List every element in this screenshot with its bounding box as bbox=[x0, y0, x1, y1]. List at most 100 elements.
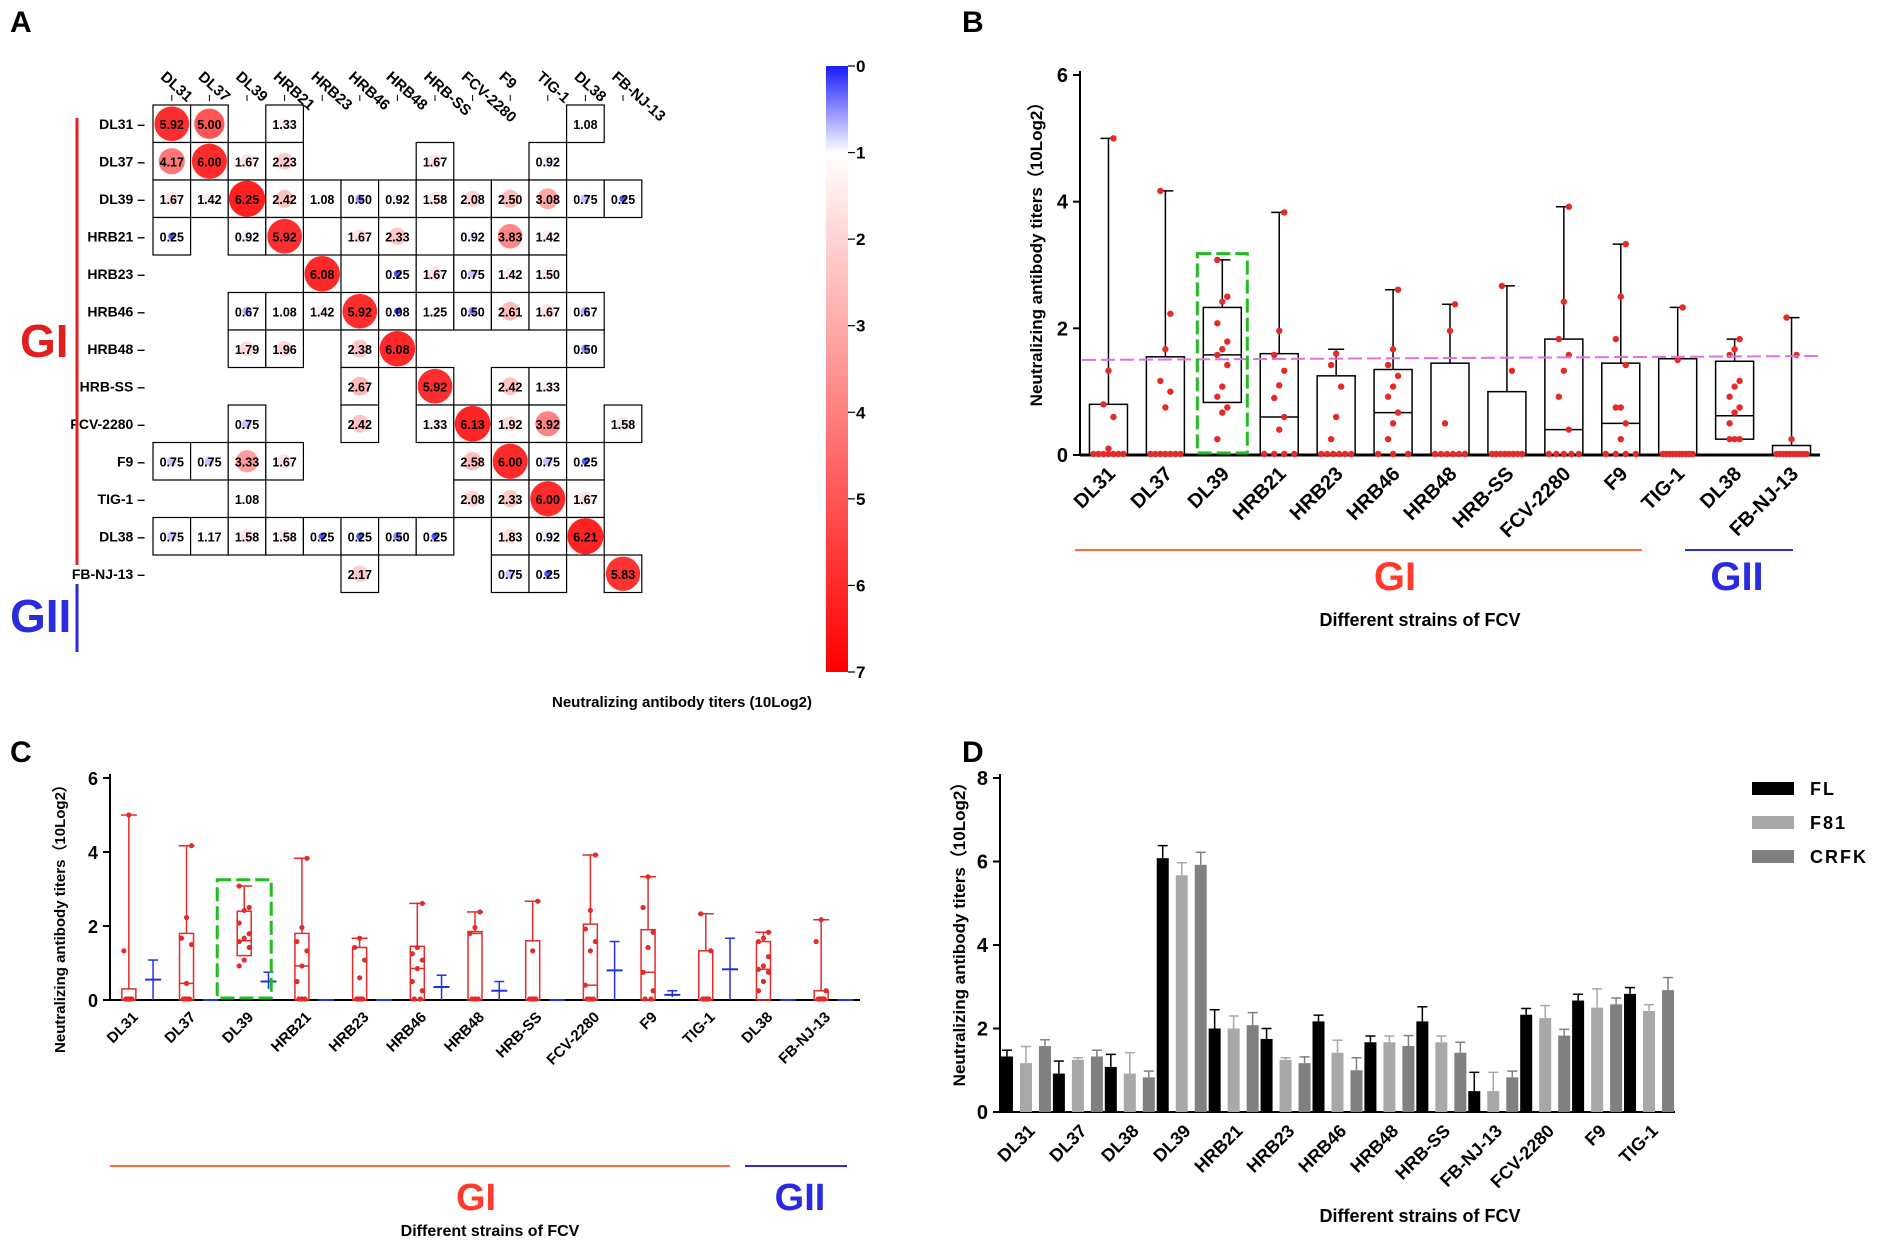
c-gii-label: GII bbox=[775, 1177, 826, 1219]
data-point bbox=[1110, 413, 1117, 421]
data-point bbox=[1100, 450, 1107, 458]
heatmap-circle bbox=[544, 570, 552, 578]
y-tick-label: 0 bbox=[977, 1102, 988, 1124]
heatmap-circle bbox=[342, 293, 378, 329]
heatmap-colorbar: 0 1 2 3 4 5 6 7 bbox=[826, 57, 866, 682]
heatmap-value: 1.08 bbox=[573, 118, 597, 132]
data-point bbox=[1167, 450, 1174, 458]
row-label-f9: F9 – bbox=[117, 453, 145, 469]
panel-label-b: B bbox=[962, 6, 984, 39]
data-point bbox=[1219, 346, 1226, 353]
heatmap-circle bbox=[355, 194, 365, 203]
data-point bbox=[1337, 383, 1345, 390]
y-tick-label: 4 bbox=[88, 843, 98, 863]
col-label-hrb46: HRB46 bbox=[345, 68, 393, 114]
row-label-hrb23: HRB23 – bbox=[87, 266, 145, 282]
box bbox=[582, 923, 599, 1001]
heatmap-circle bbox=[191, 143, 227, 179]
x-tick-label-hrb46: HRB46 bbox=[383, 1009, 430, 1056]
legend-swatch-fl bbox=[1752, 782, 1794, 795]
heatmap-value: 1.08 bbox=[235, 493, 259, 507]
data-point bbox=[1172, 450, 1179, 458]
heatmap-circle bbox=[542, 456, 553, 467]
data-point bbox=[1622, 450, 1629, 458]
data-point bbox=[409, 951, 415, 957]
y-tick-label: 4 bbox=[977, 935, 989, 957]
heatmap-value: 4.17 bbox=[160, 155, 184, 169]
box bbox=[1487, 390, 1527, 456]
data-point bbox=[1726, 435, 1733, 443]
heatmap-circle bbox=[239, 154, 255, 169]
data-point bbox=[236, 963, 242, 969]
data-point bbox=[698, 911, 704, 917]
colorbar-tick-label: 1 bbox=[856, 144, 865, 163]
heatmap-value: 1.08 bbox=[310, 193, 334, 207]
data-point bbox=[813, 938, 819, 945]
data-point bbox=[1788, 435, 1795, 443]
row-label-dl39: DL39 – bbox=[99, 191, 145, 207]
bar-fl bbox=[1624, 993, 1637, 1112]
data-point bbox=[1431, 450, 1439, 458]
col-label-fb-nj-13: FB-NJ-13 bbox=[608, 68, 668, 125]
panel-a-heatmap: DL31DL37DL39HRB21HRB23HRB46HRB48HRB-SSFC… bbox=[10, 57, 866, 711]
bar-fl bbox=[1104, 1066, 1117, 1112]
data-point bbox=[1389, 383, 1397, 390]
heatmap-circle bbox=[502, 528, 518, 544]
data-point bbox=[1389, 346, 1397, 353]
x-tick-label-dl31: DL31 bbox=[104, 1009, 142, 1047]
heatmap-value: 0.25 bbox=[160, 230, 184, 244]
x-tick-label-fb-nj-13: FB-NJ-13 bbox=[775, 1009, 834, 1068]
box bbox=[698, 950, 714, 1001]
data-point bbox=[1276, 382, 1283, 389]
bar-crfk bbox=[1506, 1077, 1519, 1112]
data-point bbox=[587, 948, 593, 954]
heatmap-value: 6.25 bbox=[235, 193, 259, 207]
panel-d-legend: FL F81 CRFK bbox=[1752, 779, 1866, 867]
heatmap-value: 2.50 bbox=[498, 193, 522, 207]
data-point bbox=[821, 996, 827, 1002]
data-point bbox=[1374, 450, 1382, 458]
heatmap-value: 1.67 bbox=[160, 193, 184, 207]
heatmap-cell bbox=[490, 254, 530, 294]
x-tick-label-dl38: DL38 bbox=[1097, 1121, 1142, 1166]
y-tick-label: 6 bbox=[88, 769, 98, 789]
data-point bbox=[183, 914, 190, 921]
colorbar-tick-label: 0 bbox=[856, 57, 865, 76]
heatmap-circle bbox=[619, 195, 627, 203]
heatmap-circle bbox=[352, 229, 367, 244]
heatmap-row-labels: DL31 – DL37 – DL39 – HRB21 – HRB23 – HRB46 – H… bbox=[70, 116, 145, 582]
data-point bbox=[1219, 298, 1226, 305]
bar-f81 bbox=[1643, 1010, 1656, 1112]
data-point bbox=[1545, 450, 1553, 458]
heatmap-circle bbox=[578, 491, 593, 506]
heatmap-value: 1.58 bbox=[611, 418, 635, 432]
heatmap-circle bbox=[356, 532, 364, 540]
heatmap-value: 5.92 bbox=[348, 305, 372, 319]
data-point bbox=[246, 904, 252, 911]
x-tick-label-hrb46: HRB46 bbox=[1294, 1121, 1350, 1177]
data-point bbox=[409, 978, 415, 985]
heatmap-value: 2.42 bbox=[498, 380, 522, 394]
data-point bbox=[1560, 450, 1568, 458]
heatmap-circle bbox=[276, 340, 293, 357]
heatmap-value: 1.50 bbox=[536, 268, 560, 282]
col-label-dl37: DL37 bbox=[195, 68, 234, 105]
data-point bbox=[1736, 335, 1743, 343]
data-point bbox=[1389, 420, 1397, 427]
y-tick-label: 6 bbox=[977, 852, 988, 874]
bar-crfk bbox=[1246, 1025, 1259, 1112]
data-point bbox=[236, 883, 242, 889]
heatmap-circle bbox=[542, 156, 554, 167]
data-point bbox=[755, 938, 762, 945]
heatmap-value: 0.25 bbox=[348, 530, 372, 544]
data-point bbox=[1162, 450, 1169, 458]
data-point bbox=[1803, 450, 1810, 458]
data-point bbox=[188, 843, 195, 849]
heatmap-circle bbox=[431, 532, 439, 540]
x-tick-label-hrb-ss: HRB-SS bbox=[493, 1009, 546, 1062]
bar-crfk bbox=[1662, 990, 1675, 1112]
panel-label-d: D bbox=[962, 736, 984, 769]
heatmap-value: 1.33 bbox=[536, 380, 560, 394]
heatmap-value: 6.00 bbox=[536, 493, 560, 507]
